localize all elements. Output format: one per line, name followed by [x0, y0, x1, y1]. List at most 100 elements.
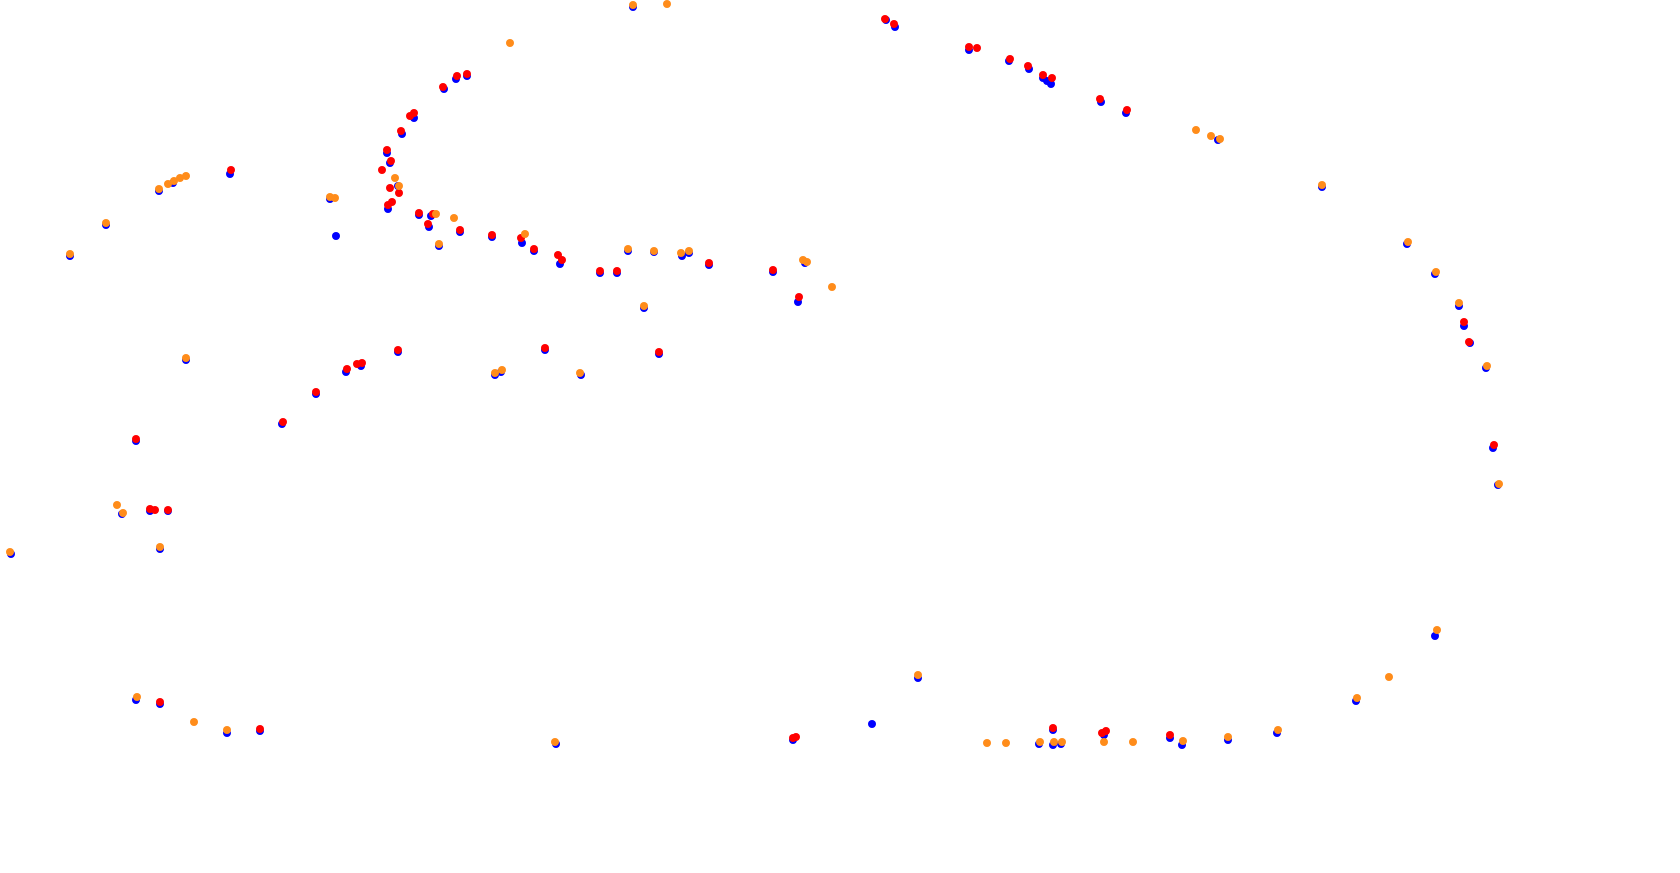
point-s1-20 — [397, 127, 405, 135]
series-2 — [6, 0, 1503, 747]
point-s1-24 — [453, 72, 461, 80]
point-s1-39 — [705, 259, 713, 267]
point-s1-13 — [378, 166, 386, 174]
point-s1-40 — [769, 266, 777, 274]
point-s2-40 — [1002, 739, 1010, 747]
point-s0-18 — [332, 232, 340, 240]
point-s2-6 — [155, 185, 163, 193]
point-s1-33 — [541, 344, 549, 352]
point-s1-2 — [151, 506, 159, 514]
point-s2-22 — [491, 369, 499, 377]
point-s2-16 — [326, 193, 334, 201]
point-s2-4 — [119, 509, 127, 517]
point-s1-46 — [965, 43, 973, 51]
point-s2-33 — [677, 249, 685, 257]
point-s1-58 — [1460, 318, 1468, 326]
point-s1-16 — [386, 184, 394, 192]
point-s2-44 — [1100, 738, 1108, 746]
point-s2-52 — [1318, 181, 1326, 189]
point-s1-14 — [383, 146, 391, 154]
point-s1-53 — [1096, 95, 1104, 103]
point-s2-10 — [182, 172, 190, 180]
point-s2-59 — [1483, 362, 1491, 370]
point-s2-51 — [1274, 726, 1282, 734]
point-s2-50 — [1224, 733, 1232, 741]
point-s2-34 — [685, 247, 693, 255]
point-s2-5 — [133, 693, 141, 701]
point-s2-47 — [1192, 126, 1200, 134]
point-s1-23 — [439, 83, 447, 91]
point-s2-28 — [624, 245, 632, 253]
point-s1-52 — [1049, 724, 1057, 732]
point-s1-29 — [456, 226, 464, 234]
point-s2-17 — [391, 174, 399, 182]
point-s2-2 — [102, 219, 110, 227]
point-s2-48 — [1207, 132, 1215, 140]
point-s2-32 — [663, 0, 671, 8]
point-s1-0 — [132, 435, 140, 443]
point-s0-60 — [868, 720, 876, 728]
point-s1-15 — [387, 157, 395, 165]
point-s2-56 — [1432, 268, 1440, 276]
point-s0-69 — [1047, 80, 1055, 88]
point-s1-6 — [256, 725, 264, 733]
point-s2-23 — [498, 366, 506, 374]
point-s1-36 — [596, 267, 604, 275]
point-s1-45 — [890, 20, 898, 28]
point-s1-7 — [279, 418, 287, 426]
point-s1-11 — [358, 359, 366, 367]
point-s2-37 — [828, 283, 836, 291]
point-s1-9 — [343, 365, 351, 373]
point-s2-24 — [506, 39, 514, 47]
point-s1-43 — [795, 293, 803, 301]
point-s2-14 — [223, 726, 231, 734]
point-s1-22 — [410, 109, 418, 117]
point-s2-8 — [170, 177, 178, 185]
point-s1-25 — [463, 70, 471, 78]
point-s2-25 — [521, 230, 529, 238]
point-s1-5 — [227, 166, 235, 174]
point-s1-59 — [1465, 338, 1473, 346]
point-s1-48 — [1006, 55, 1014, 63]
point-s2-41 — [1036, 738, 1044, 746]
point-s2-31 — [650, 247, 658, 255]
point-s1-8 — [312, 388, 320, 396]
point-s1-35 — [558, 256, 566, 264]
series-1 — [132, 15, 1498, 742]
point-s2-49 — [1216, 135, 1224, 143]
point-s2-13 — [190, 718, 198, 726]
point-s2-54 — [1385, 673, 1393, 681]
point-s2-57 — [1433, 626, 1441, 634]
point-s2-0 — [6, 548, 14, 556]
point-s2-21 — [450, 214, 458, 222]
point-s1-3 — [164, 506, 172, 514]
point-s2-12 — [156, 543, 164, 551]
point-s2-27 — [576, 369, 584, 377]
point-s1-18 — [388, 198, 396, 206]
point-s1-56 — [1123, 106, 1131, 114]
point-s1-27 — [424, 220, 432, 228]
point-s2-11 — [182, 354, 190, 362]
point-s1-26 — [415, 209, 423, 217]
point-s1-4 — [156, 698, 164, 706]
point-s2-18 — [395, 182, 403, 190]
point-s1-47 — [973, 44, 981, 52]
point-s1-50 — [1039, 71, 1047, 79]
point-s2-19 — [432, 210, 440, 218]
point-s1-51 — [1048, 74, 1056, 82]
point-s1-37 — [613, 267, 621, 275]
point-s1-19 — [395, 189, 403, 197]
point-s2-1 — [66, 250, 74, 258]
point-s2-38 — [914, 671, 922, 679]
point-s2-46 — [1179, 737, 1187, 745]
point-s2-45 — [1129, 738, 1137, 746]
point-s2-20 — [435, 240, 443, 248]
point-s2-36 — [803, 258, 811, 266]
point-s2-43 — [1058, 738, 1066, 746]
point-s2-58 — [1455, 299, 1463, 307]
point-s2-53 — [1353, 694, 1361, 702]
point-s1-32 — [530, 245, 538, 253]
point-s2-26 — [551, 738, 559, 746]
